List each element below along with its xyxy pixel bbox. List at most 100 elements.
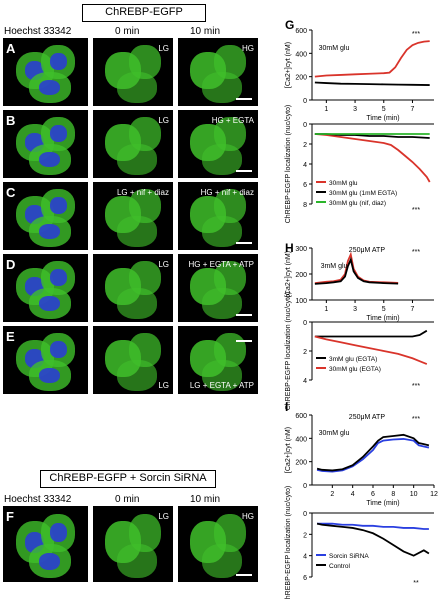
cell-shape bbox=[202, 144, 242, 175]
y-tick-label: 0 bbox=[303, 98, 307, 105]
annotation-text: 30mM glu bbox=[319, 45, 350, 52]
micrograph-B-2: HG + EGTA bbox=[178, 110, 258, 178]
y-tick-label: 4 bbox=[303, 554, 307, 561]
y-tick-label: 200 bbox=[295, 272, 307, 279]
legend-label: 30mM glu (nif, diaz) bbox=[329, 200, 386, 207]
nucleus-shape bbox=[39, 295, 61, 311]
nucleus-shape bbox=[39, 223, 61, 239]
micrograph-D-1: LG bbox=[93, 254, 173, 322]
x-tick-label: 5 bbox=[382, 106, 386, 113]
annotation-text: *** bbox=[412, 383, 420, 390]
cell-shape bbox=[202, 288, 242, 319]
figure-header-bottom-text: ChREBP-EGFP + Sorcin SiRNA bbox=[49, 472, 207, 484]
micrograph-label: HG + EGTA + ATP bbox=[188, 260, 254, 269]
col-title-hoechst-bottom: Hoechst 33342 bbox=[4, 494, 72, 505]
y-axis-label: [Ca2+]cyt (nM) bbox=[285, 251, 292, 297]
legend-label: 3mM glu (EGTA) bbox=[329, 356, 377, 363]
micrograph-label: HG bbox=[242, 44, 254, 53]
nucleus-shape bbox=[39, 151, 61, 167]
micrograph-label: LG bbox=[158, 512, 169, 521]
col-title-0min-bottom: 0 min bbox=[115, 494, 140, 505]
y-tick-label: 0 bbox=[303, 511, 307, 518]
x-tick-label: 10 bbox=[410, 491, 418, 498]
micrograph-label: LG + EGTA + ATP bbox=[189, 381, 254, 390]
annotation-text: ** bbox=[413, 580, 419, 587]
x-tick-label: 7 bbox=[411, 106, 415, 113]
cell-shape bbox=[202, 360, 242, 391]
micrograph-C-0 bbox=[3, 182, 88, 250]
micrograph-C-1: LG + nif + diaz bbox=[93, 182, 173, 250]
y-tick-label: 4 bbox=[303, 162, 307, 169]
y-tick-label: 600 bbox=[295, 28, 307, 35]
x-tick-label: 4 bbox=[351, 491, 355, 498]
micrograph-B-1: LG bbox=[93, 110, 173, 178]
col-title-hoechst: Hoechst 33342 bbox=[4, 26, 72, 37]
micrograph-label: HG + nif + diaz bbox=[200, 188, 254, 197]
scale-bar bbox=[236, 98, 252, 100]
micrograph-label: HG bbox=[242, 512, 254, 521]
legend-label: 30mM glu bbox=[329, 180, 358, 187]
scale-bar bbox=[236, 170, 252, 172]
micrograph-F-2: HG bbox=[178, 506, 258, 582]
annotation-text: *** bbox=[412, 416, 420, 423]
micrograph-A-2: HG bbox=[178, 38, 258, 106]
series-line bbox=[314, 256, 399, 285]
y-tick-label: 200 bbox=[295, 75, 307, 82]
annotation-text: *** bbox=[412, 207, 420, 214]
micrograph-F-0 bbox=[3, 506, 88, 582]
legend-label: Sorcin SiRNA bbox=[329, 553, 369, 560]
annotation-text: 250μM ATP bbox=[349, 247, 386, 254]
nucleus-shape bbox=[49, 341, 67, 359]
y-axis-label: ChREBP-EGFP localization (nuc/cyto) bbox=[285, 292, 292, 411]
series-line bbox=[317, 522, 429, 530]
x-tick-label: 7 bbox=[411, 306, 415, 313]
micrograph-E-1: LG bbox=[93, 326, 173, 394]
y-axis-label: ChREBP-EGFP localization (nuc/cyto) bbox=[285, 486, 292, 599]
x-tick-label: 3 bbox=[353, 106, 357, 113]
nucleus-shape bbox=[39, 79, 61, 95]
cell-shape bbox=[117, 360, 157, 391]
annotation-text: 3mM glu bbox=[321, 263, 348, 270]
y-tick-label: 600 bbox=[295, 413, 307, 420]
cell-shape bbox=[117, 216, 157, 247]
nucleus-shape bbox=[49, 523, 67, 543]
y-tick-label: 8 bbox=[303, 202, 307, 209]
legend-label: 30mM glu (1mM EGTA) bbox=[329, 190, 397, 197]
scale-bar bbox=[236, 574, 252, 576]
panel-letter-E: E bbox=[6, 329, 15, 344]
micrograph-D-2: HG + EGTA + ATP bbox=[178, 254, 258, 322]
y-tick-label: 300 bbox=[295, 246, 307, 253]
panel-letter-A: A bbox=[6, 41, 16, 56]
col-title-0min: 0 min bbox=[115, 26, 140, 37]
col-title-10min: 10 min bbox=[190, 26, 221, 37]
series-line bbox=[314, 133, 431, 183]
scale-bar bbox=[236, 340, 252, 342]
y-axis-label: [Ca2+]cyt (nM) bbox=[285, 427, 292, 473]
x-tick-label: 2 bbox=[330, 491, 334, 498]
cell-shape bbox=[202, 72, 242, 103]
micrograph-C-2: HG + nif + diaz bbox=[178, 182, 258, 250]
panel-letter-C: C bbox=[6, 185, 16, 200]
nucleus-shape bbox=[49, 125, 67, 143]
micrograph-label: HG + EGTA bbox=[211, 116, 254, 125]
nucleus-shape bbox=[49, 53, 67, 71]
annotation-text: *** bbox=[412, 31, 420, 38]
x-tick-label: 1 bbox=[324, 106, 328, 113]
legend-label: 30mM glu (EGTA) bbox=[329, 366, 381, 373]
annotation-text: *** bbox=[412, 249, 420, 256]
y-tick-label: 200 bbox=[295, 460, 307, 467]
y-tick-label: 4 bbox=[303, 378, 307, 385]
panel-letter-G: G bbox=[285, 18, 295, 32]
micrograph-A-0 bbox=[3, 38, 88, 106]
x-axis-label: Time (min) bbox=[366, 500, 399, 507]
y-tick-label: 100 bbox=[295, 298, 307, 305]
panel-letter-B: B bbox=[6, 113, 16, 128]
x-tick-label: 1 bbox=[324, 306, 328, 313]
micrograph-label: LG bbox=[158, 44, 169, 53]
y-tick-label: 400 bbox=[295, 436, 307, 443]
micrograph-D-0 bbox=[3, 254, 88, 322]
scale-bar bbox=[236, 314, 252, 316]
micrograph-E-2: LG + EGTA + ATP bbox=[178, 326, 258, 394]
nucleus-shape bbox=[39, 552, 61, 570]
